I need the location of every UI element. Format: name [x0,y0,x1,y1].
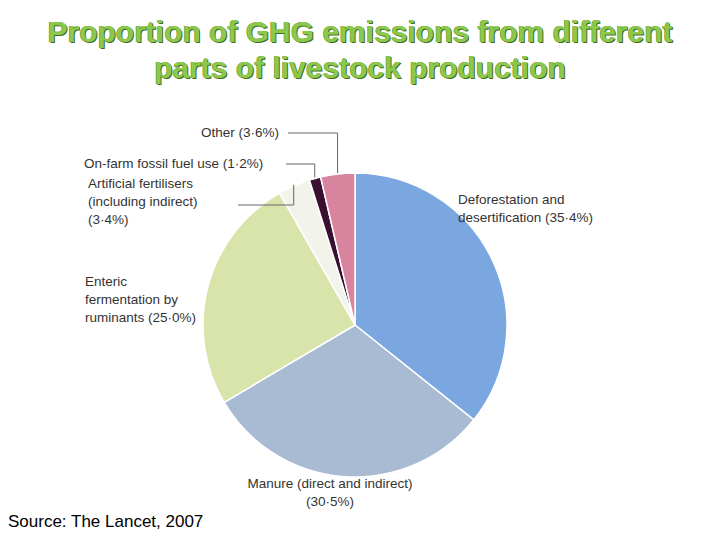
source: Source: The Lancet, 2007 [8,512,203,532]
label-part: (3·6%) [235,125,279,140]
labels: Deforestation and desertification (35·4%)… [84,125,593,509]
leader-line [288,133,338,173]
label-part: Other [201,125,235,140]
label-part: Artificial fertilisers [88,176,193,191]
slice-label: Manure (direct and indirect) [247,476,412,491]
label-part: (3·4%) [88,212,129,227]
slice-label: Other (3·6%) [201,125,279,140]
label-part: On-farm fossil fuel use [84,156,219,171]
slice-label: On-farm fossil fuel use (1·2%) [84,156,263,171]
chart: Deforestation and desertification (35·4%)… [0,0,720,540]
label-part: Deforestation and [458,192,565,207]
label-part: Enteric [85,274,127,289]
slice-label: fermentation by [85,292,178,307]
slice-label: (30·5%) [306,494,354,509]
leader-line [238,185,294,205]
label-part: (35·4%) [541,210,593,225]
slice-label: Deforestation and [458,192,565,207]
label-part: (30·5%) [306,494,354,509]
slice-label: (including indirect) [88,194,198,209]
slice-label: Enteric [85,274,127,289]
label-part: (including indirect) [88,194,198,209]
leader-line [286,164,315,177]
slice-label: Artificial fertilisers [88,176,193,191]
label-part: (25·0%) [144,310,196,325]
slice-label: (3·4%) [88,212,129,227]
label-part: ruminants [85,310,145,325]
label-part: (1·2%) [219,156,263,171]
slice-label: ruminants (25·0%) [85,310,196,325]
label-part: Manure (direct and indirect) [247,476,412,491]
label-part: desertification [458,210,541,225]
label-part: fermentation by [85,292,178,307]
stage: Proportion of GHG emissions from differe… [0,0,720,540]
slice [321,173,355,325]
title: Proportion of GHG emissions from differe… [40,14,680,86]
slice-label: desertification (35·4%) [458,210,593,225]
